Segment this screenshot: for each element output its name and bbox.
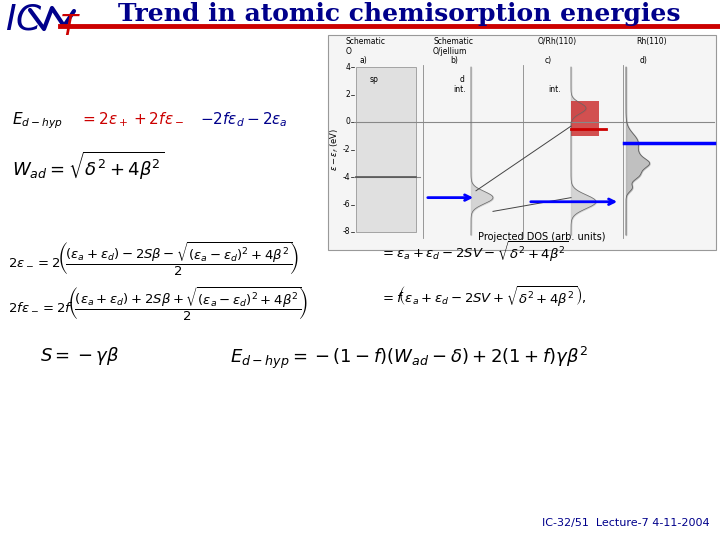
- Text: 4: 4: [345, 63, 350, 71]
- Text: a): a): [360, 56, 368, 65]
- Bar: [571, 102, 599, 136]
- Text: $\it{IC}$: $\it{IC}$: [5, 2, 42, 36]
- Text: Schematic
O/jellium: Schematic O/jellium: [433, 37, 473, 56]
- Text: -4: -4: [343, 172, 350, 181]
- Text: $E_{d-hyp}$: $E_{d-hyp}$: [12, 110, 63, 131]
- Text: $= f\!\left(\varepsilon_a + \varepsilon_d - 2SV + \sqrt{\delta^2+4\beta^2}\right: $= f\!\left(\varepsilon_a + \varepsilon_…: [380, 285, 587, 309]
- Text: b): b): [450, 56, 458, 65]
- Text: $2\varepsilon_- = 2\!\left(\!\dfrac{(\varepsilon_a+\varepsilon_d)-2S\beta - \sqr: $2\varepsilon_- = 2\!\left(\!\dfrac{(\va…: [8, 240, 299, 277]
- Bar: [356, 67, 416, 232]
- Text: $S = -\gamma\beta$: $S = -\gamma\beta$: [40, 345, 120, 367]
- Text: O/Rh(110): O/Rh(110): [538, 37, 577, 46]
- Text: $E_{d-hyp} = -(1-f)(W_{ad}-\delta)+2(1+f)\gamma\beta^2$: $E_{d-hyp} = -(1-f)(W_{ad}-\delta)+2(1+f…: [230, 345, 588, 372]
- Text: $= \varepsilon_a + \varepsilon_d - 2SV - \sqrt{\delta^2+4\beta^2}$: $= \varepsilon_a + \varepsilon_d - 2SV -…: [380, 240, 569, 264]
- Bar: [328, 35, 716, 250]
- Text: Projected DOS (arb. units): Projected DOS (arb. units): [478, 232, 606, 242]
- Text: Rh(110): Rh(110): [636, 37, 667, 46]
- Text: $W_{ad} = \sqrt{\delta^2 + 4\beta^2}$: $W_{ad} = \sqrt{\delta^2 + 4\beta^2}$: [12, 150, 165, 183]
- Text: $2f\varepsilon_- = 2f\!\left(\!\dfrac{(\varepsilon_a+\varepsilon_d)+2S\beta + \s: $2f\varepsilon_- = 2f\!\left(\!\dfrac{(\…: [8, 285, 308, 322]
- Text: sp: sp: [370, 75, 379, 84]
- Text: -2: -2: [343, 145, 350, 154]
- Text: int.: int.: [548, 85, 561, 94]
- Text: IC-32/51  Lecture-7 4-11-2004: IC-32/51 Lecture-7 4-11-2004: [542, 518, 710, 528]
- Text: $\varepsilon-\varepsilon_f$ (eV): $\varepsilon-\varepsilon_f$ (eV): [329, 128, 341, 171]
- Text: d: d: [460, 75, 465, 84]
- Text: 0: 0: [345, 118, 350, 126]
- Text: 2: 2: [346, 90, 350, 99]
- Text: Trend in atomic chemisorption energies: Trend in atomic chemisorption energies: [118, 2, 680, 26]
- Text: d): d): [640, 56, 648, 65]
- Text: int.: int.: [453, 85, 466, 94]
- Text: -8: -8: [343, 227, 350, 237]
- Text: $= 2\varepsilon_+ + 2f\varepsilon_- $: $= 2\varepsilon_+ + 2f\varepsilon_- $: [80, 110, 184, 129]
- Text: Schematic
O: Schematic O: [346, 37, 386, 56]
- Text: $\it{T}$: $\it{T}$: [60, 13, 81, 41]
- Text: $- 2f\varepsilon_d - 2\varepsilon_a$: $- 2f\varepsilon_d - 2\varepsilon_a$: [200, 110, 288, 129]
- Text: -6: -6: [343, 200, 350, 209]
- Text: c): c): [545, 56, 552, 65]
